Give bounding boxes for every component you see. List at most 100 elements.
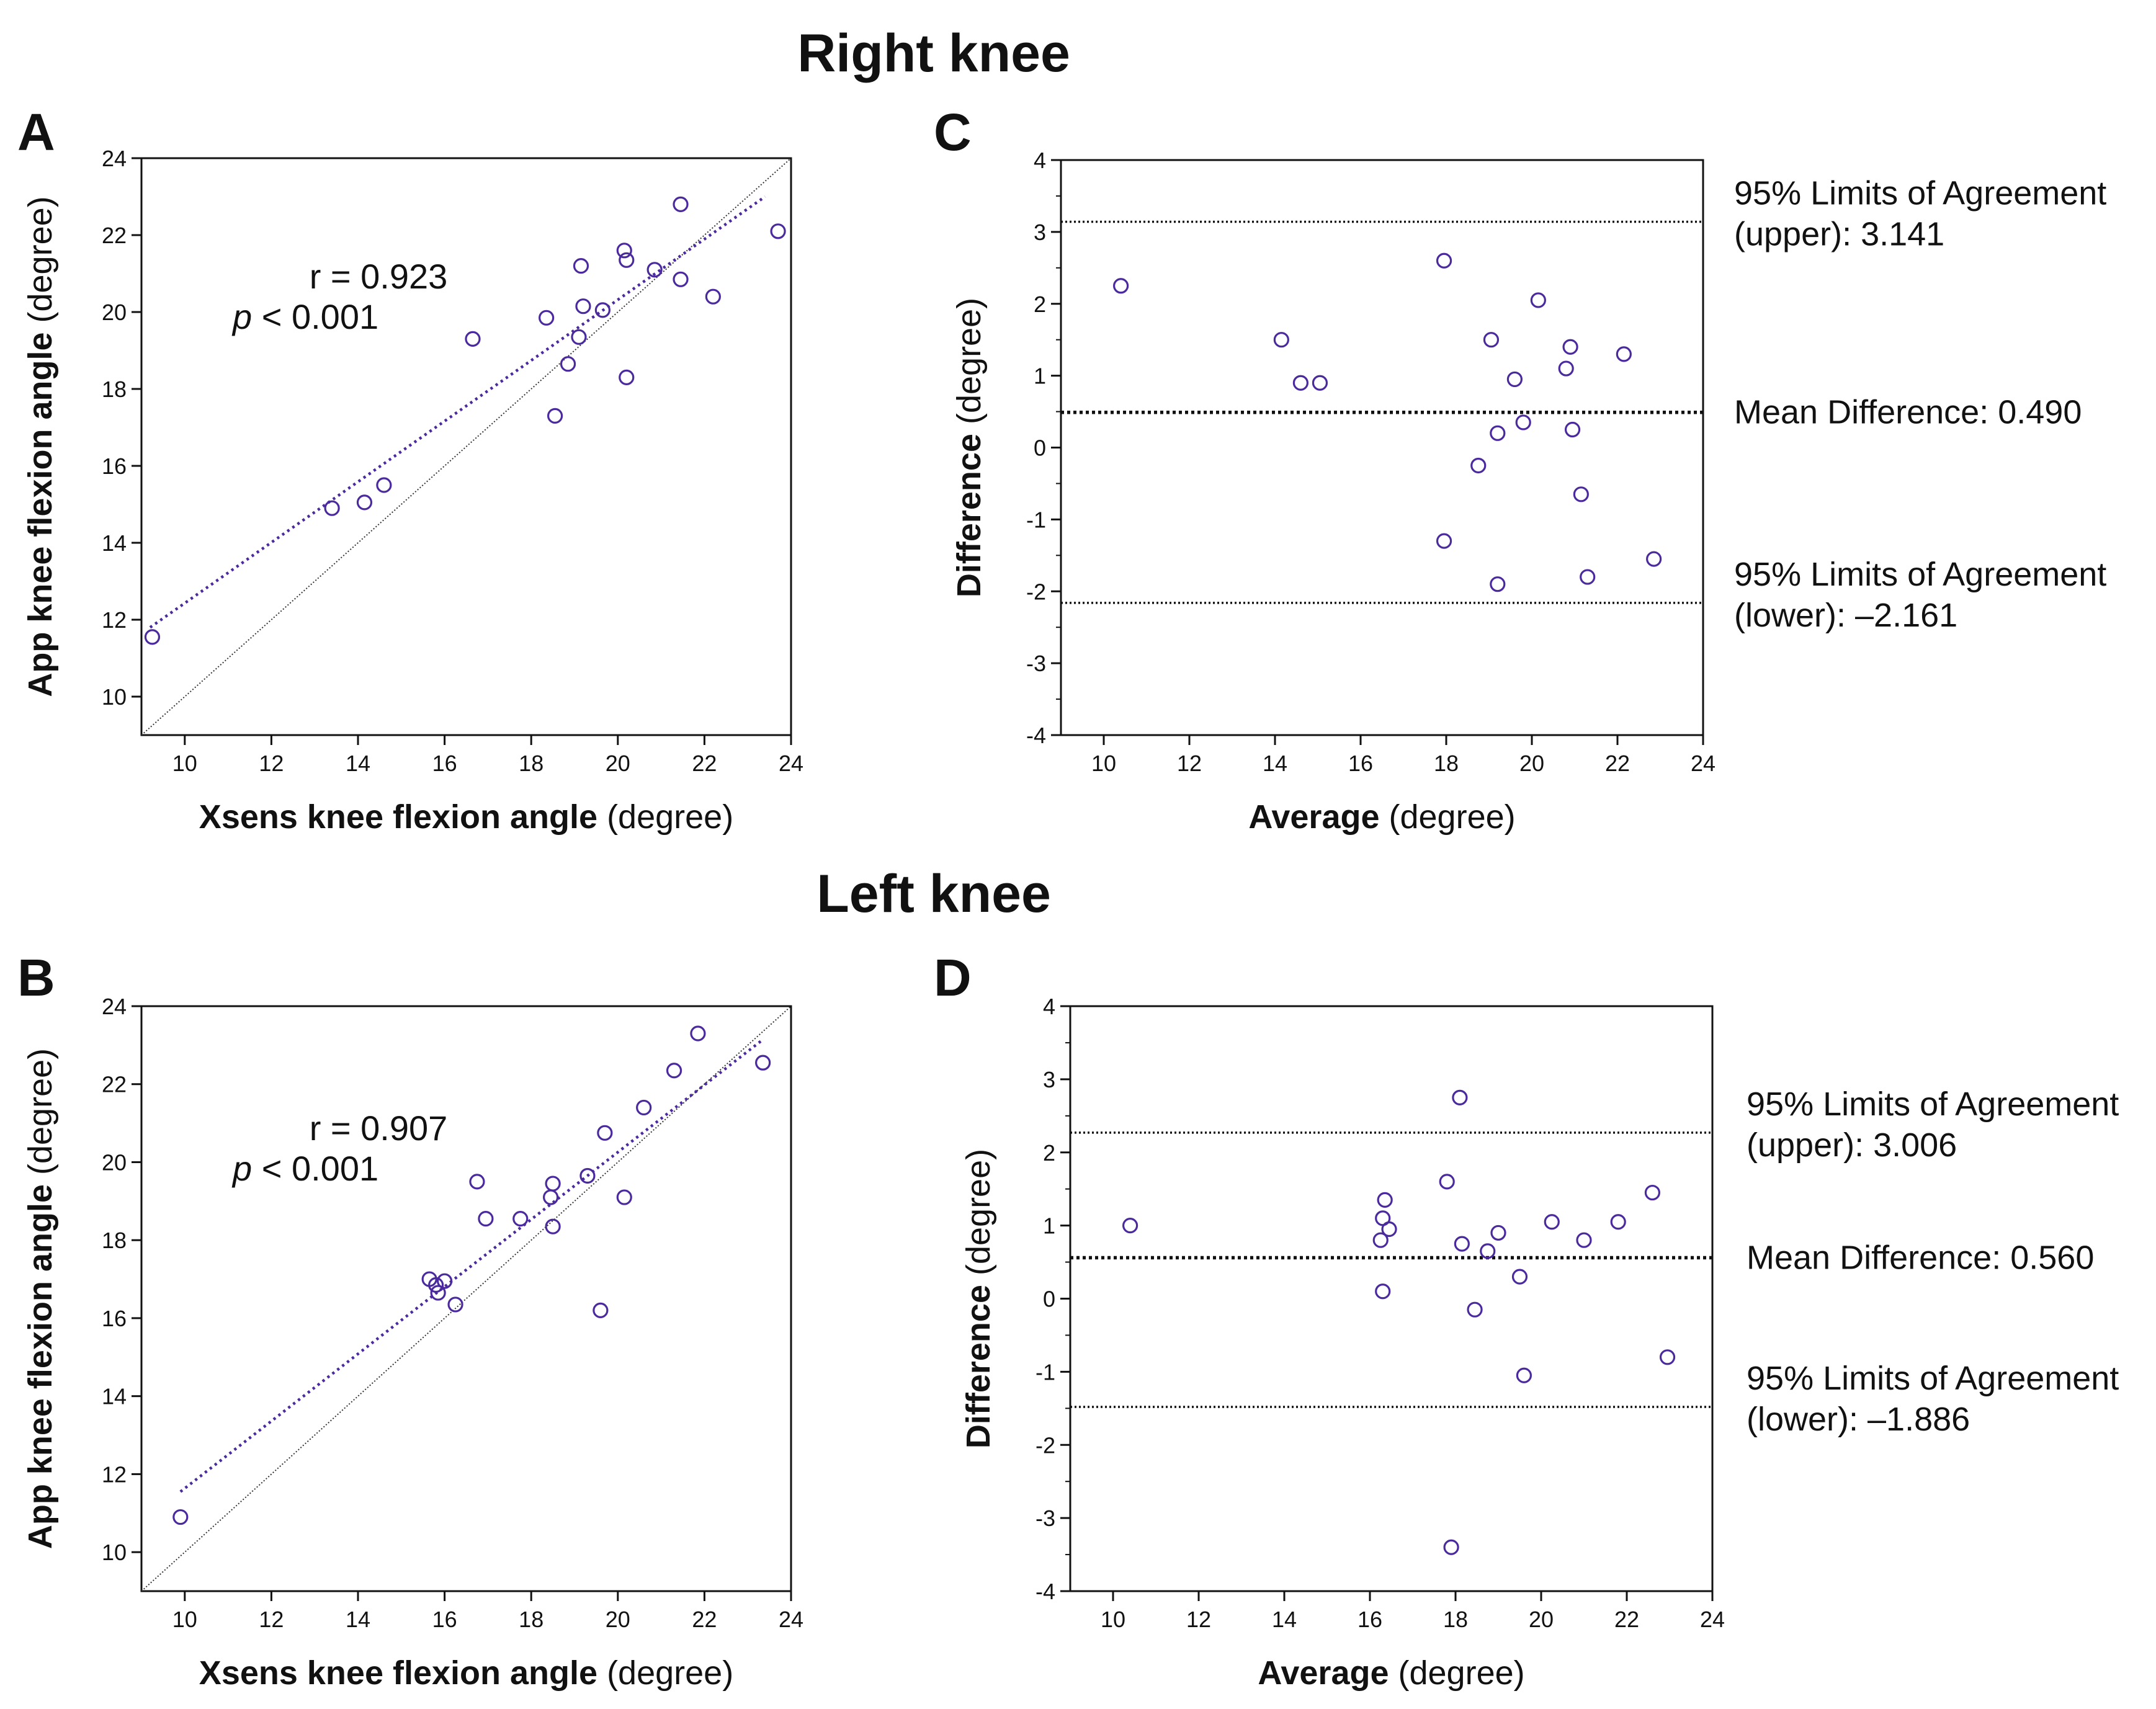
panel-a-data-point <box>324 500 340 516</box>
panel-c-ytick-label: 2 <box>1034 292 1046 317</box>
panel-c-xtick-label: 14 <box>1263 751 1287 776</box>
panel-c-ytick-label: 4 <box>1034 148 1046 173</box>
panel-d-data-point <box>1659 1349 1676 1365</box>
panel-b-plot-frame <box>140 1005 792 1592</box>
panel-a-ytick-label: 18 <box>102 377 127 402</box>
panel-a-data-point <box>571 329 587 345</box>
panel-c-ytick-label: -3 <box>1026 651 1046 676</box>
panel-b-data-point <box>579 1167 596 1184</box>
panel-a-ytick-label: 12 <box>102 607 127 633</box>
panel-a-yaxis-title-bold: App knee flexion angle <box>22 332 59 697</box>
panel-c-xtick-label: 24 <box>1691 751 1715 776</box>
panel-b-data-point <box>512 1211 529 1227</box>
panel-d-annotation-upper-line1: 95% Limits of Agreement <box>1747 1086 2119 1123</box>
panel-a-data-point <box>594 302 611 318</box>
panel-b-data-point <box>597 1125 613 1141</box>
panel-a-plot-frame <box>140 157 792 736</box>
panel-c-xaxis-title: Average (degree) <box>1248 798 1515 836</box>
panel-d-data-point <box>1439 1174 1455 1190</box>
panel-a-xtick-label: 20 <box>606 751 630 776</box>
panel-a-data-point <box>646 262 663 278</box>
panel-b-yaxis-title-bold: App knee flexion angle <box>22 1184 59 1549</box>
panel-b-data-point <box>690 1025 706 1042</box>
section-title-right-knee: Right knee <box>797 24 1070 83</box>
panel-c-data-point <box>1562 339 1578 355</box>
panel-c-xaxis-title-unit: (degree) <box>1380 798 1516 836</box>
panel-b-ytick-label: 16 <box>102 1306 127 1331</box>
panel-c-annotation-mean: Mean Difference: 0.490 <box>1734 394 2082 431</box>
panel-c-xtick-label: 16 <box>1348 751 1373 776</box>
panel-b-data-point <box>666 1063 682 1079</box>
panel-c-yaxis-title-bold: Difference <box>951 434 988 597</box>
panel-a-data-point <box>673 196 689 212</box>
panel-a-data-point <box>465 331 481 347</box>
panel-c-ytick-label: 1 <box>1034 364 1046 389</box>
panel-c-yaxis-title: Difference (degree) <box>951 298 988 597</box>
panel-d-data-point <box>1122 1218 1138 1234</box>
panel-d-ytick-label: -2 <box>1036 1432 1055 1458</box>
panel-b-stat-p: p < 0.001 <box>231 1149 378 1188</box>
panel-b-data-point <box>543 1189 559 1205</box>
panel-c-data-point <box>1515 414 1531 431</box>
panel-a-xtick-label: 12 <box>259 751 284 776</box>
panel-c-data-point <box>1436 533 1452 549</box>
panel-b-xtick-label: 22 <box>692 1607 717 1632</box>
panel-b-letter: B <box>17 948 55 1007</box>
panel-a-data-point <box>575 298 591 315</box>
panel-a-xaxis-title-bold: Xsens knee flexion angle <box>199 798 597 836</box>
panel-c-data-point <box>1490 425 1506 441</box>
panel-b-ytick-label: 14 <box>102 1384 127 1409</box>
panel-a-data-point <box>356 494 373 511</box>
panel-d-ytick-label: 0 <box>1043 1287 1055 1312</box>
panel-d-data-point <box>1454 1236 1470 1252</box>
panel-a-ytick-label: 10 <box>102 684 127 710</box>
panel-b-ytick-label: 10 <box>102 1540 127 1565</box>
panel-b-data-point <box>478 1211 494 1227</box>
panel-d-yaxis-title: Difference (degree) <box>960 1149 997 1448</box>
panel-c-data-point <box>1564 421 1581 438</box>
panel-a-stat-p-value: < 0.001 <box>252 297 378 336</box>
panel-d-data-point <box>1576 1232 1592 1248</box>
panel-d-data-point <box>1644 1184 1660 1201</box>
panel-a-xtick-label: 22 <box>692 751 717 776</box>
panel-b-data-point <box>545 1218 561 1234</box>
panel-a-regression-line <box>149 195 766 629</box>
panel-b-data-point <box>616 1189 632 1205</box>
panel-d-annotation-lower-line1: 95% Limits of Agreement <box>1747 1360 2119 1397</box>
panel-d-data-point <box>1377 1192 1393 1208</box>
panel-d-plot-frame <box>1069 1005 1714 1592</box>
panel-c-data-point <box>1573 486 1589 502</box>
panel-b-ytick-label: 22 <box>102 1072 127 1097</box>
panel-b-ytick-label: 12 <box>102 1461 127 1487</box>
panel-d-xtick-label: 22 <box>1614 1607 1639 1632</box>
panel-a-data-point <box>619 369 635 386</box>
panel-a-data-point <box>376 477 392 493</box>
panel-a-xtick-label: 16 <box>432 751 457 776</box>
panel-c-xtick-label: 12 <box>1177 751 1202 776</box>
panel-a-xtick-label: 10 <box>172 751 197 776</box>
panel-c-data-point <box>1436 252 1452 269</box>
panel-d-ytick-label: 4 <box>1043 994 1055 1019</box>
panel-a-data-point <box>616 243 632 259</box>
panel-c-xaxis-title-bold: Average <box>1248 798 1379 836</box>
panel-a-xaxis-title: Xsens knee flexion angle (degree) <box>199 798 733 836</box>
panel-b-xtick-label: 10 <box>172 1607 197 1632</box>
panel-d-letter: D <box>934 948 972 1007</box>
panel-a-xtick-label: 24 <box>779 751 803 776</box>
panel-b-yaxis-title-unit: (degree) <box>22 1048 59 1184</box>
panel-a-stat-p: p < 0.001 <box>231 297 378 336</box>
panel-d-data-point <box>1467 1301 1483 1318</box>
panel-c-plot-frame <box>1060 159 1704 736</box>
panel-d-ytick-label: 1 <box>1043 1213 1055 1239</box>
panel-d-ytick-label: -4 <box>1036 1579 1055 1604</box>
panel-a-data-point <box>673 271 689 287</box>
panel-a-data-point <box>547 408 563 424</box>
panel-d-xtick-label: 18 <box>1443 1607 1468 1632</box>
panel-c-ytick-label: 0 <box>1034 435 1046 461</box>
panel-c-annotation-lower-line2: (lower): –2.161 <box>1734 597 1957 634</box>
panel-a-yaxis-title: App knee flexion angle (degree) <box>22 196 59 697</box>
panel-c-xtick-label: 22 <box>1605 751 1630 776</box>
panel-d-data-point <box>1511 1269 1528 1285</box>
